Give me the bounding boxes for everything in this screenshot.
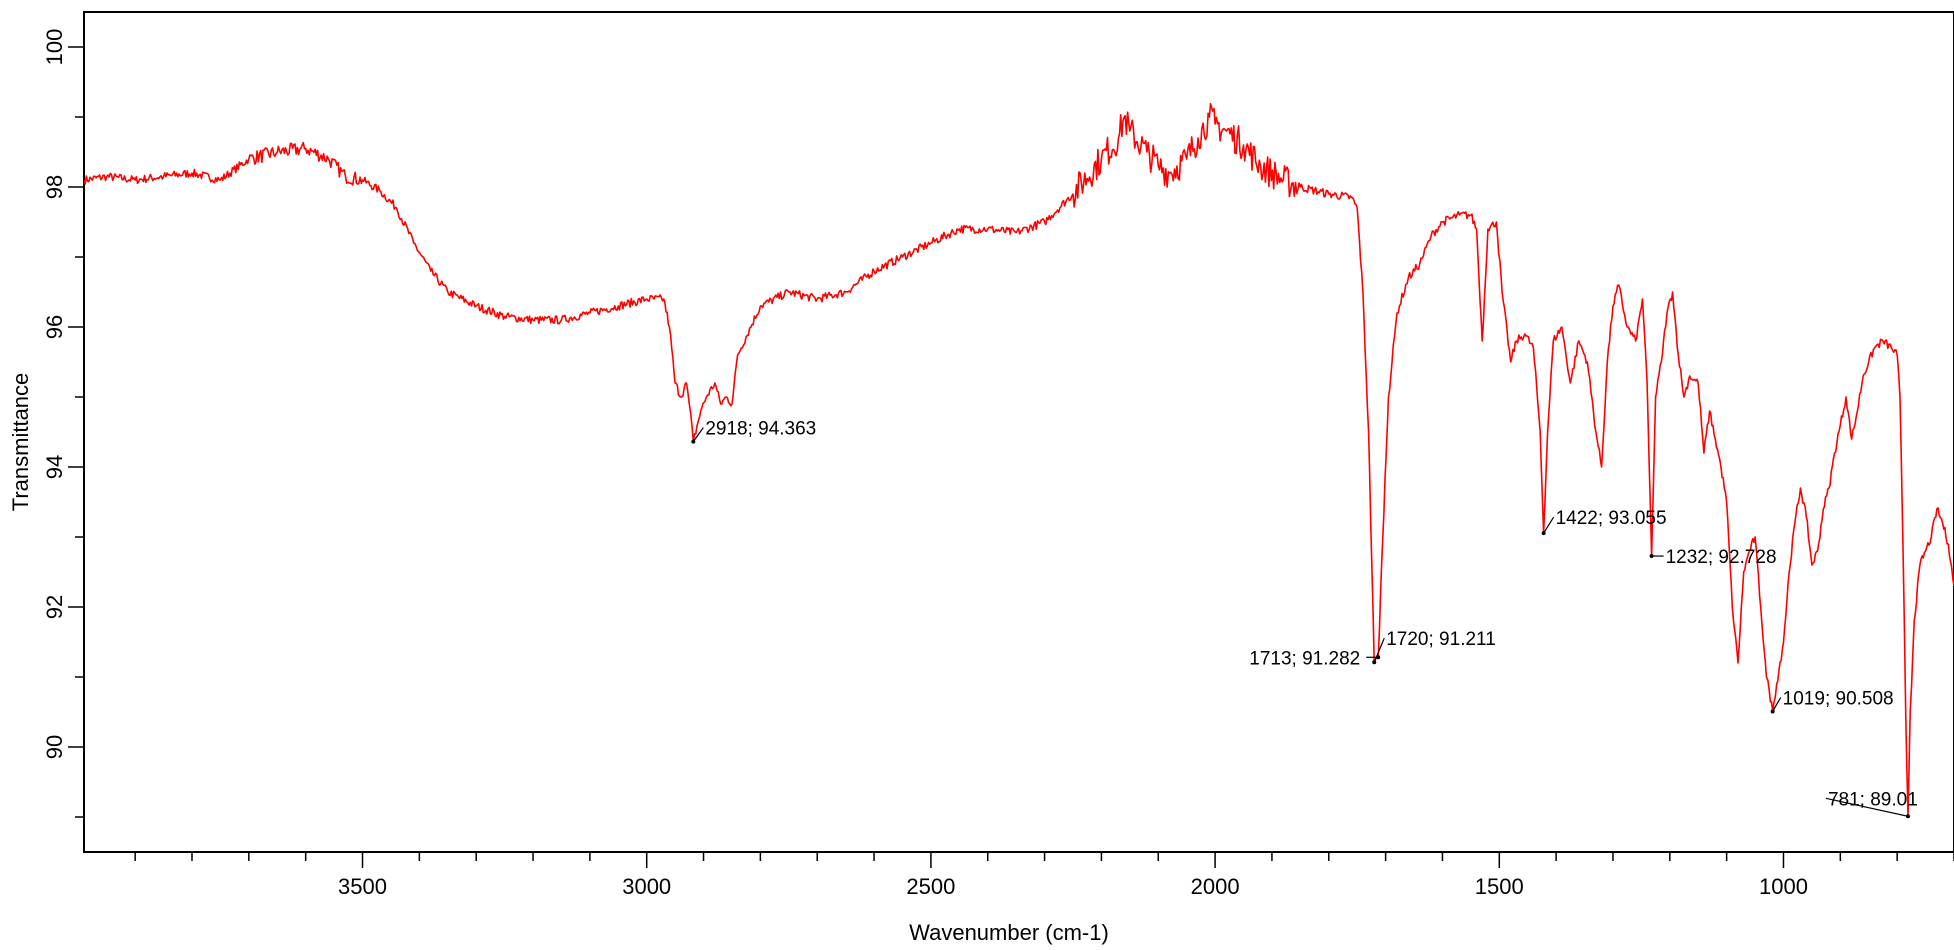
y-tick-label: 90 — [42, 735, 67, 759]
y-axis: 90 92 94 96 98 100 — [42, 29, 84, 818]
peak-marker — [1905, 814, 1910, 819]
plot-frame — [83, 11, 1954, 853]
peak-label: 1019; 90.508 — [1783, 688, 1894, 709]
x-axis: 3500 3000 2500 2000 1500 1000 — [134, 852, 1954, 899]
peak-leader — [1825, 797, 1909, 817]
peak-marker — [1376, 655, 1381, 660]
peak-label: 1232; 92.728 — [1666, 547, 1777, 568]
peak-annotations: 2918; 94.363 1422; 93.055 1232; 92.728 1720… — [691, 419, 1918, 819]
series-layer — [84, 102, 1954, 818]
peak-marker — [691, 439, 696, 444]
y-tick-label: 96 — [42, 315, 67, 339]
peak-label: 1720; 91.211 — [1386, 629, 1496, 650]
series-line-0 — [84, 102, 1954, 818]
peak-leader — [1772, 697, 1782, 712]
peak-label: 2918; 94.363 — [705, 419, 816, 440]
peak-leader — [1543, 516, 1555, 534]
x-tick-label: 3000 — [622, 874, 671, 899]
peak-label: 1713; 91.282 — [1249, 648, 1360, 669]
peak-label: 781; 89.01 — [1828, 789, 1918, 810]
y-tick-label: 92 — [42, 595, 67, 619]
x-tick-label: 2500 — [906, 874, 955, 899]
peak-marker — [1770, 709, 1775, 714]
x-axis-title: Wavenumber (cm-1) — [909, 920, 1109, 945]
y-tick-label: 100 — [42, 29, 67, 66]
peak-marker — [1649, 554, 1654, 559]
x-tick-label: 1500 — [1475, 874, 1524, 899]
y-axis-title: Transmittance — [8, 373, 33, 512]
peak-leader — [1373, 637, 1385, 663]
peak-leader — [692, 427, 704, 442]
peak-marker — [1541, 531, 1546, 536]
x-tick-label: 3500 — [338, 874, 387, 899]
y-tick-label: 98 — [42, 175, 67, 199]
y-tick-label: 94 — [42, 455, 67, 479]
peak-marker — [1372, 660, 1377, 665]
peak-label: 1422; 93.055 — [1556, 508, 1667, 529]
x-tick-label: 1000 — [1759, 874, 1808, 899]
x-tick-label: 2000 — [1191, 874, 1240, 899]
